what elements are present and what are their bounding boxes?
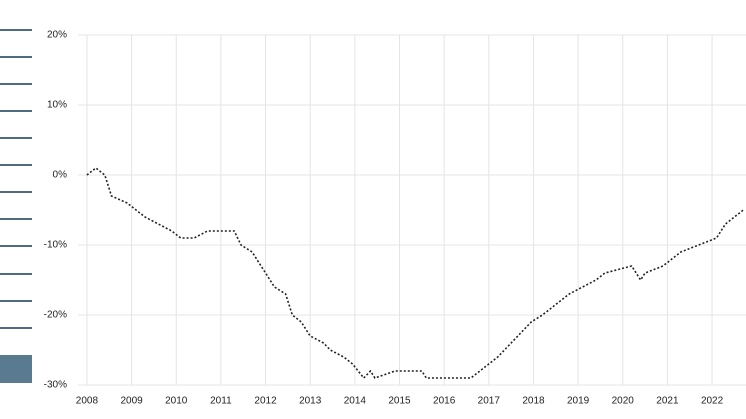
x-tick-label: 2014 (344, 396, 367, 407)
x-tick-label: 2012 (254, 396, 277, 407)
side-panel (0, 29, 32, 383)
x-tick-label: 2019 (567, 396, 590, 407)
x-tick-label: 2017 (478, 396, 501, 407)
y-tick-label: -20% (44, 310, 67, 321)
line-series (86, 166, 744, 380)
x-tick-label: 2021 (656, 396, 679, 407)
y-tick-label: 20% (47, 30, 67, 41)
x-tick-label: 2011 (210, 396, 232, 407)
y-tick-label: -10% (44, 240, 67, 251)
x-tick-label: 2018 (522, 396, 545, 407)
x-tick-label: 2020 (612, 396, 635, 407)
y-tick-label: -30% (44, 380, 67, 391)
x-tick-label: 2015 (388, 396, 411, 407)
x-tick-label: 2008 (76, 396, 99, 407)
y-tick-label: 10% (47, 100, 67, 111)
x-tick-label: 2013 (299, 396, 322, 407)
x-tick-label: 2009 (120, 396, 143, 407)
x-tick-label: 2022 (701, 396, 724, 407)
y-tick-label: 0% (53, 170, 68, 181)
side-block (0, 355, 32, 383)
x-tick-label: 2010 (165, 396, 188, 407)
x-tick-label: 2016 (433, 396, 456, 407)
